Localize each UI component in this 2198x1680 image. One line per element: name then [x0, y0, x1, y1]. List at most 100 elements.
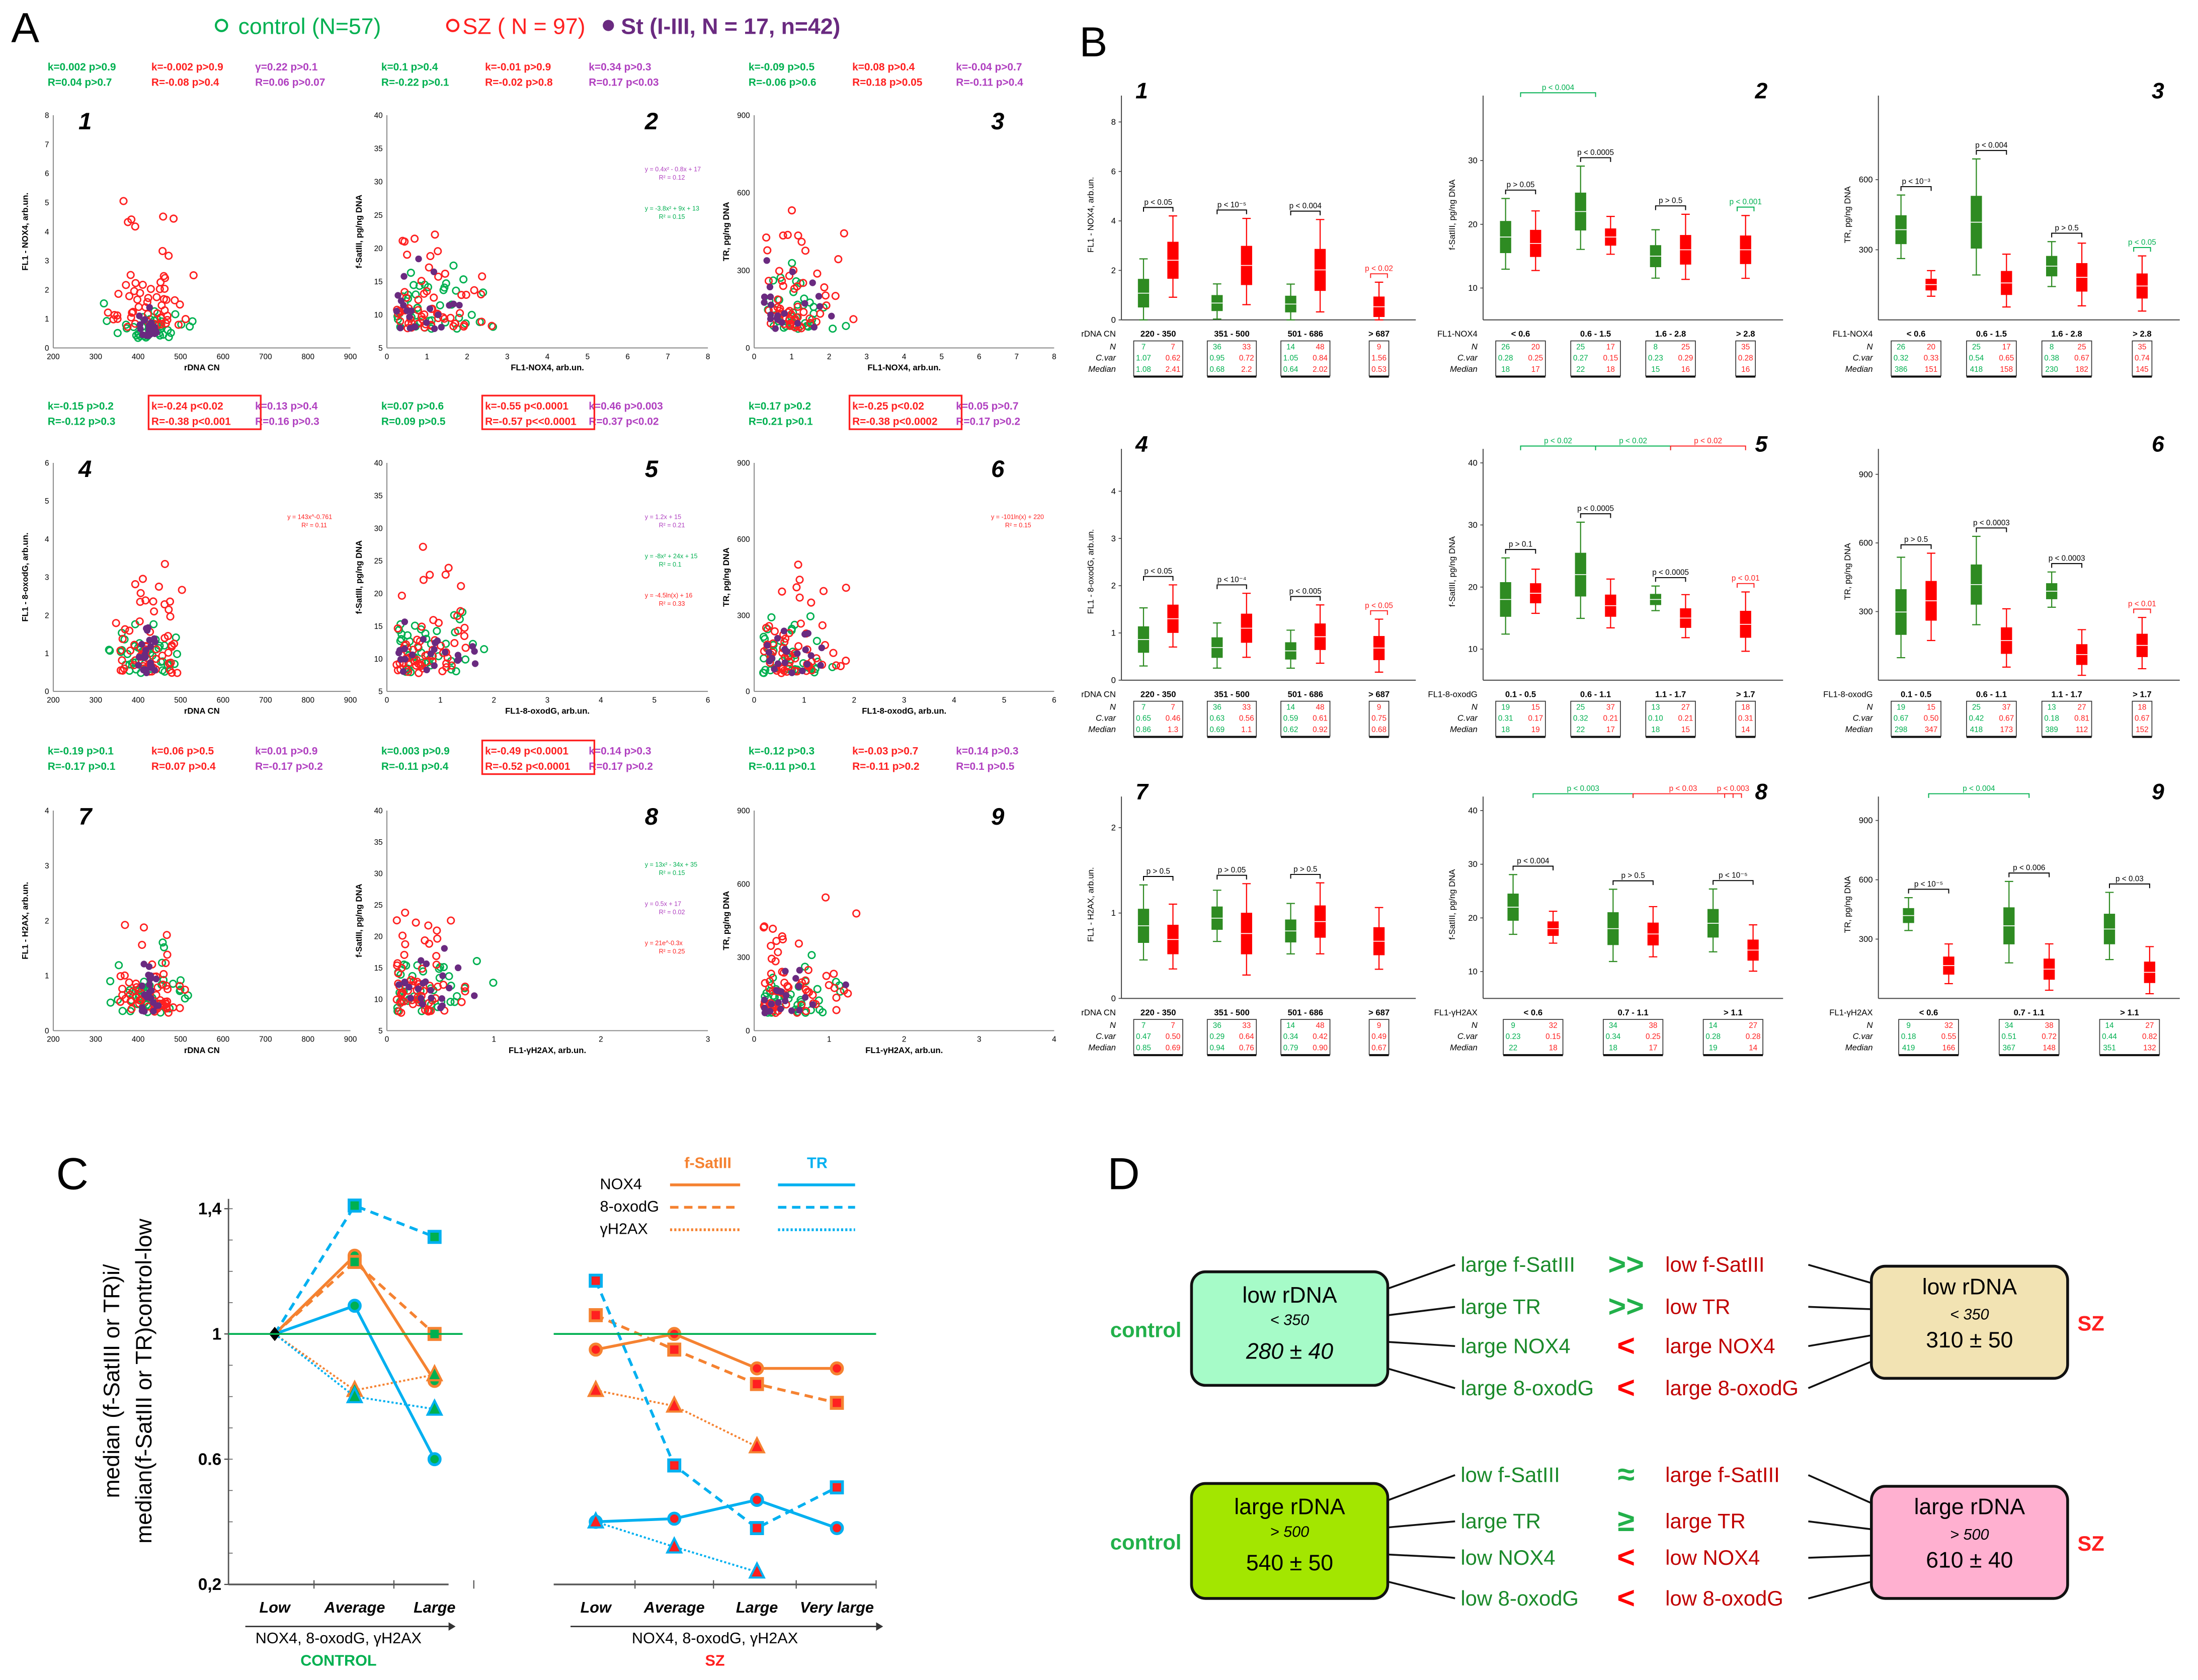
- sz-point: [164, 632, 173, 641]
- sz-feature: low NOX4: [1665, 1546, 1760, 1569]
- st-point: [401, 978, 408, 986]
- data-point: [750, 1493, 764, 1507]
- table-cvar: 0.50: [1924, 714, 1939, 723]
- control-point: [446, 998, 455, 1006]
- group-label: 351 - 500: [1214, 1008, 1250, 1017]
- table-median: 148: [2043, 1044, 2056, 1052]
- x-axis-name: FL1-γH2AX: [1434, 1008, 1477, 1017]
- table-cvar: 0.23: [1648, 354, 1663, 363]
- table-median: 18: [1501, 365, 1510, 374]
- stat-r: R=0.17 p>0.2: [956, 416, 1020, 428]
- fit-r2: R² = 0.02: [659, 909, 685, 916]
- scatter-panel-7: k=-0.19 p>0.1 R=-0.17 p>0.1 k=0.06 p>0.5 R=…: [21, 746, 357, 1055]
- table-n: 7: [1171, 703, 1175, 711]
- table-cvar: 0.29: [1678, 354, 1693, 363]
- st-point: [434, 637, 441, 645]
- sz-point: [398, 931, 407, 940]
- x-tick-label: 200: [47, 353, 60, 361]
- box-title: large rDNA: [1914, 1495, 2025, 1519]
- x-tick-label: 3: [505, 353, 510, 361]
- table-median: 0.79: [1283, 1044, 1298, 1052]
- boxplot-panel-8: 10 20 30 40 f-SatIII, pg/ng DNA 8 FL1-γH2AX NC.…: [1434, 780, 1768, 1055]
- y-tick-label: 5: [378, 1027, 383, 1035]
- table-cvar: 0.50: [1166, 1032, 1181, 1041]
- significance-bracket: [1900, 186, 1932, 191]
- y-tick-label: 0: [45, 1027, 49, 1035]
- st-point: [471, 648, 478, 655]
- sz-point: [457, 582, 465, 590]
- table-median: 0.68: [1371, 726, 1387, 734]
- st-point: [140, 961, 147, 968]
- sz-point: [154, 582, 163, 591]
- sz-point: [125, 978, 133, 987]
- y-tick-label: 300: [737, 611, 750, 620]
- table-median: 158: [2000, 365, 2013, 374]
- table-n: 9: [1511, 1021, 1515, 1030]
- fit-equation: y = 0.4x² - 0.8x + 17: [645, 166, 701, 173]
- sz-point: [166, 612, 175, 621]
- st-point: [828, 312, 835, 319]
- table-n: 34: [1609, 1021, 1618, 1030]
- st-point: [403, 307, 411, 314]
- sz-point: [778, 932, 786, 941]
- table-cvar: 0.74: [2135, 354, 2150, 363]
- st-point: [818, 644, 826, 652]
- table-n: 27: [2078, 703, 2086, 711]
- x-tick-label: 4: [902, 353, 907, 361]
- table-cvar: 0.82: [2142, 1032, 2157, 1041]
- comparison-symbol: <: [1617, 1540, 1635, 1574]
- sz-point: [457, 291, 466, 299]
- table-cvar: 0.18: [2044, 714, 2059, 723]
- sz-point: [176, 1004, 184, 1012]
- group-label: 501 - 686: [1287, 1008, 1323, 1017]
- y-tick-label: 8: [1111, 117, 1116, 127]
- y-tick-label: 0: [45, 344, 49, 353]
- sz-point: [121, 625, 129, 633]
- control-point: [467, 310, 476, 319]
- sz-point: [160, 559, 169, 569]
- legend-col-tr: TR: [807, 1155, 828, 1172]
- sz-point: [418, 965, 427, 973]
- group-label: < 0.6: [1524, 1008, 1543, 1017]
- fit-r2: R² = 0.1: [659, 561, 682, 568]
- significance-bracket: [1737, 206, 1755, 211]
- st-point: [395, 981, 402, 988]
- p-value-label: p < 0.0005: [1577, 505, 1614, 513]
- st-point: [428, 994, 435, 1001]
- x-axis-label: rDNA CN: [184, 1046, 220, 1055]
- y-tick-label: 1,4: [198, 1199, 222, 1218]
- y-tick-label: 20: [1468, 219, 1478, 229]
- sz-point: [767, 954, 776, 963]
- x-tick-label: 1: [789, 353, 794, 361]
- sz-point: [818, 621, 827, 629]
- group-label: 0.6 - 1.1: [1976, 689, 2007, 699]
- control-point: [452, 286, 460, 295]
- table-median: 17: [1606, 726, 1615, 734]
- table-row-label: N: [1867, 1020, 1874, 1030]
- p-value-label: p < 10⁻⁴: [1217, 576, 1247, 584]
- st-point: [420, 635, 427, 643]
- table-cvar: 0.28: [1705, 1032, 1721, 1041]
- significance-bracket: [1595, 445, 1671, 450]
- stat-r: R=0.37 p<0.02: [589, 416, 659, 428]
- arrow-head-icon: [448, 1622, 456, 1631]
- table-median: 17: [1531, 365, 1540, 374]
- table-cvar: 0.10: [1648, 714, 1663, 723]
- panel-number: 8: [645, 804, 659, 830]
- panel-number: 9: [2152, 780, 2164, 805]
- y-tick-label: 6: [45, 170, 49, 178]
- sz-point: [134, 302, 143, 311]
- sz-point: [116, 972, 125, 981]
- sz-point: [418, 622, 426, 631]
- x-tick-label: 0: [385, 696, 389, 704]
- sz-feature: low f-SatIII: [1665, 1253, 1764, 1276]
- control-point: [442, 639, 450, 648]
- comparison-symbol: ≥: [1617, 1503, 1635, 1538]
- table-median: 15: [1651, 365, 1660, 374]
- table-n: 33: [1242, 1021, 1251, 1030]
- connector-line: [1808, 1334, 1872, 1347]
- p-value-label: p < 0.004: [1975, 141, 2008, 150]
- st-point: [792, 975, 799, 982]
- table-row-label: N: [1110, 1020, 1116, 1030]
- st-point: [796, 1006, 803, 1014]
